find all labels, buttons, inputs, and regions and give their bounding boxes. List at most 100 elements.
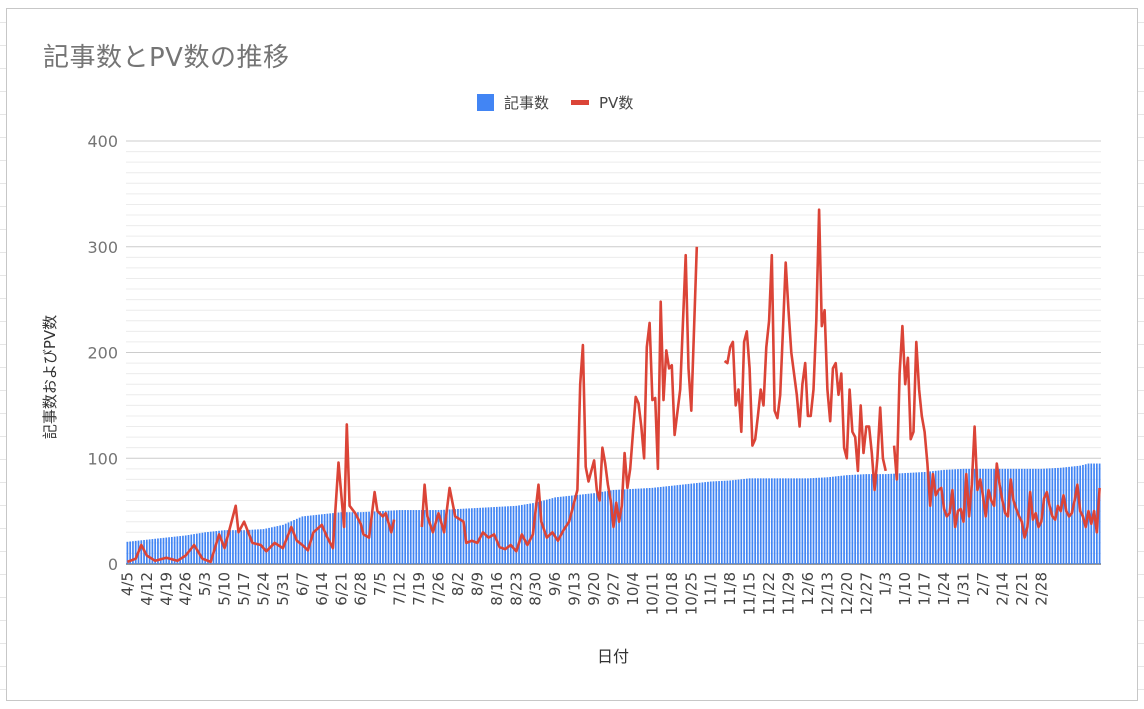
bar-articles	[768, 478, 770, 564]
bar-articles	[540, 501, 543, 564]
bar-articles	[159, 538, 162, 564]
line-pv-segment	[420, 246, 699, 553]
bar-articles	[173, 536, 176, 564]
bar-articles	[757, 478, 759, 564]
bar-articles	[762, 478, 765, 564]
bar-articles	[1084, 464, 1087, 564]
bar-articles	[545, 499, 548, 564]
legend-item-articles[interactable]: 記事数	[477, 92, 549, 113]
x-tick-label: 9/20	[585, 572, 603, 606]
bar-articles	[684, 484, 687, 564]
x-tick-label: 6/21	[332, 572, 350, 606]
bar-articles	[698, 482, 701, 564]
x-tick-label: 12/13	[818, 572, 836, 615]
bar-articles	[793, 478, 795, 564]
bar-articles	[423, 510, 426, 564]
bar-articles	[609, 490, 612, 564]
bar-articles	[229, 530, 232, 564]
x-tick-label: 12/20	[838, 572, 856, 615]
bar-articles	[243, 530, 245, 564]
x-tick-label: 2/21	[1013, 572, 1031, 606]
bar-articles	[201, 532, 204, 564]
bar-articles	[870, 474, 873, 564]
bar-articles	[1020, 468, 1023, 564]
x-tick-label: 2/14	[993, 572, 1011, 606]
x-tick-label: 4/26	[177, 572, 195, 606]
x-tick-label: 1/10	[896, 572, 914, 606]
y-tick-label: 200	[87, 344, 118, 363]
bar-articles	[162, 537, 165, 564]
bar-articles	[370, 511, 373, 564]
bar-articles	[373, 511, 376, 564]
bar-articles	[1009, 468, 1012, 564]
bar-articles	[504, 506, 507, 564]
bar-articles	[343, 512, 345, 564]
bar-articles	[354, 512, 357, 564]
bar-articles	[548, 498, 551, 564]
bar-articles	[943, 469, 945, 564]
bar-articles	[876, 474, 879, 564]
bar-articles	[879, 474, 882, 564]
bar-articles	[401, 510, 404, 564]
bar-articles	[568, 495, 570, 564]
bar-articles	[920, 472, 923, 564]
bar-articles	[748, 478, 751, 564]
bar-articles	[1057, 467, 1059, 564]
bar-articles	[912, 472, 915, 564]
bar-articles	[795, 478, 798, 564]
bar-articles	[265, 528, 268, 564]
x-tick-label: 11/29	[780, 572, 798, 615]
bar-articles	[865, 474, 868, 564]
bar-articles	[751, 478, 754, 564]
bar-articles	[707, 481, 709, 564]
x-tick-label: 12/27	[857, 572, 875, 615]
bar-articles	[240, 530, 243, 564]
bar-articles	[573, 495, 576, 564]
bar-articles	[1001, 468, 1004, 564]
bar-articles	[634, 488, 637, 564]
bar-articles	[443, 509, 445, 564]
bar-articles	[318, 514, 320, 564]
bar-articles	[759, 478, 762, 564]
bar-articles	[682, 484, 684, 564]
bar-articles	[584, 494, 587, 564]
x-tick-label: 6/14	[313, 572, 331, 606]
bar-articles	[829, 476, 832, 564]
bar-articles	[798, 478, 801, 564]
bar-articles	[570, 495, 573, 564]
bar-articles	[923, 471, 926, 564]
bar-articles	[712, 481, 715, 564]
bar-articles	[454, 509, 457, 564]
x-tick-label: 5/31	[274, 572, 292, 606]
bar-articles	[884, 474, 887, 564]
bar-articles	[637, 488, 640, 564]
bar-articles	[662, 486, 665, 564]
bar-articles	[376, 511, 379, 564]
x-tick-label: 9/13	[566, 572, 584, 606]
bar-articles	[607, 490, 609, 564]
bar-articles	[457, 509, 459, 564]
bar-articles	[704, 482, 707, 564]
legend-item-pv[interactable]: PV数	[571, 92, 633, 113]
bar-articles	[840, 475, 843, 564]
bar-articles	[754, 478, 757, 564]
bar-articles	[434, 510, 437, 564]
bar-articles	[179, 536, 182, 564]
bar-articles	[226, 530, 229, 564]
x-tick-label: 10/4	[624, 572, 642, 606]
x-tick-label: 5/10	[216, 572, 234, 606]
bar-articles	[807, 478, 809, 564]
chart-container[interactable]: 記事数とPV数の推移 記事数 PV数	[6, 8, 1138, 701]
bar-articles	[429, 510, 432, 564]
bar-articles	[176, 536, 179, 564]
x-tick-label: 8/30	[527, 572, 545, 606]
bar-articles	[1059, 467, 1062, 564]
bar-articles	[245, 530, 248, 564]
bar-articles	[804, 478, 807, 564]
bar-articles	[1073, 466, 1076, 564]
bar-articles	[732, 480, 734, 564]
bar-articles	[1012, 468, 1015, 564]
bar-articles	[1045, 468, 1048, 564]
bar-articles	[901, 473, 904, 564]
x-tick-label: 7/26	[430, 572, 448, 606]
